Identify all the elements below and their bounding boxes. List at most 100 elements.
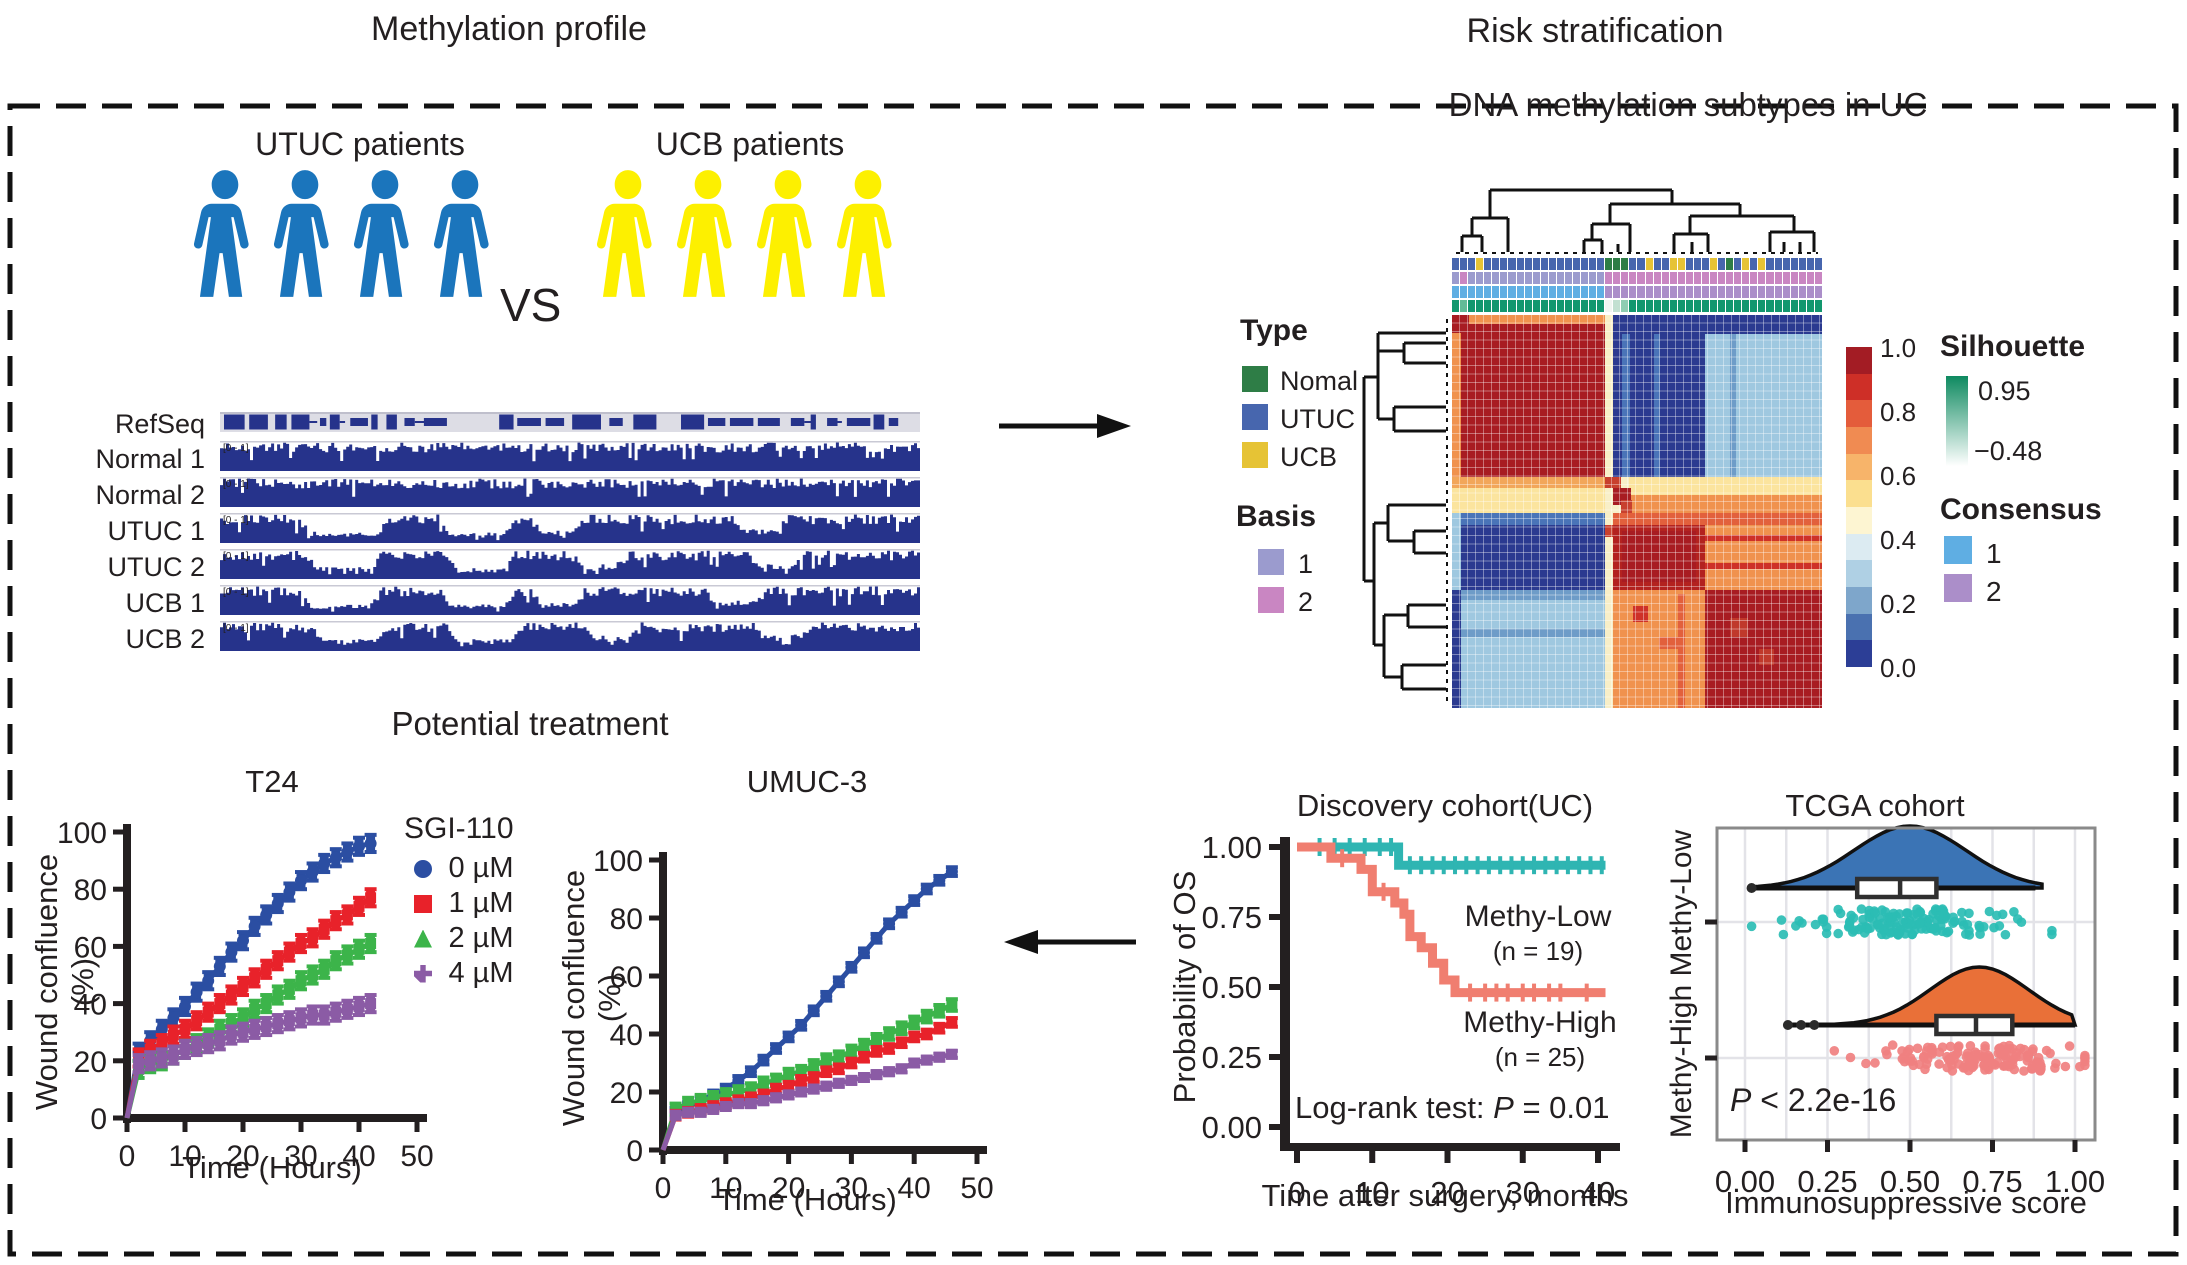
heatmap-annotation-cell [1589,272,1597,284]
heatmap-annotation-cell [1452,286,1460,298]
logrank-prefix: Log-rank test: [1295,1090,1494,1125]
heatmap-annotation-cell [1581,258,1589,270]
heatmap-annotation-cell [1637,300,1645,312]
km-ylabel: Probability of OS [1167,870,1202,1104]
heatmap-annotation-cell [1685,258,1693,270]
heatmap-annotation-cell [1782,272,1790,284]
heatmap-annotation-cell [1613,272,1621,284]
heatmap-annotation-cell [1798,258,1806,270]
section-title-methylation: Methylation profile [371,10,647,48]
km-methy-high-n: (n = 25) [1494,1042,1586,1072]
heatmap-annotation-cell [1806,258,1814,270]
svg-text:1.00: 1.00 [1202,830,1262,865]
heatmap-annotation-cell [1726,272,1734,284]
heatmap-annotation-cell [1540,258,1548,270]
heatmap-annotation-cell [1564,272,1572,284]
heatmap-annotation-cell [1701,258,1709,270]
svg-text:40: 40 [898,1172,931,1205]
heatmap-annotation-cell [1782,258,1790,270]
heatmap-annotation-cell [1774,286,1782,298]
heatmap-block [1460,629,1605,638]
t24-ylabel: Wound confluence (%) [29,853,100,1111]
heatmap-annotation-cell [1758,300,1766,312]
svg-text:[0 - 1]: [0 - 1] [223,479,249,490]
heatmap-annotation-cell [1524,286,1532,298]
heatmap-annotation-cell [1645,286,1653,298]
colorbar-segment [1846,533,1872,561]
svg-text:20: 20 [226,1140,259,1173]
heatmap-annotation-cell [1677,300,1685,312]
arrow-right-icon [999,414,1131,438]
silhouette-max-label: 0.95 [1978,376,2031,406]
pvalue-rest: < 2.2e-16 [1751,1082,1897,1118]
heatmap-annotation-cell [1597,286,1605,298]
heatmap-annotation-cell [1468,272,1476,284]
heatmap-annotation-cell [1742,300,1750,312]
consensus-legend-label-1: 1 [1986,538,2002,569]
heatmap-annotation-cell [1492,286,1500,298]
utuc-patients-label: UTUC patients [255,126,465,162]
heatmap-annotation-cell [1524,258,1532,270]
heatmap-block [1452,513,1461,590]
heatmap-annotation-cell [1758,258,1766,270]
heatmap-block [1460,513,1605,525]
heatmap-annotation-cell [1484,272,1492,284]
svg-text:80: 80 [610,903,643,936]
colorbar-label: 0.4 [1880,525,1917,555]
svg-text:0.25: 0.25 [1202,1040,1262,1075]
heatmap-annotation-cell [1669,258,1677,270]
heatmap-annotation-cell [1693,272,1701,284]
heatmap-annotation-cell [1621,286,1629,298]
heatmap-block [1653,333,1661,478]
heatmap-annotation-cell [1508,272,1516,284]
consensus-legend-swatch-1 [1944,536,1972,564]
t24-title: T24 [245,764,299,799]
heatmap-annotation-cell [1669,272,1677,284]
heatmap-block [1460,324,1605,478]
heatmap-annotation-cell [1621,258,1629,270]
heatmap-annotation-cell [1613,300,1621,312]
type-legend-label-ucb: UCB [1280,442,1338,472]
heatmap-annotation-cell [1806,272,1814,284]
genome-browser-tracks: [0 - 1] [0 - 1] [0 - 1] [0 - 1] [0 - 1] [0 - … [220,412,920,651]
heatmap-annotation-cell [1766,258,1774,270]
heatmap-annotation-cell [1572,258,1580,270]
heatmap-annotation-cell [1710,272,1718,284]
svg-text:0.50: 0.50 [1880,1164,1940,1199]
heatmap-annotation-cell [1629,286,1637,298]
heatmap-annotation-cell [1774,272,1782,284]
svg-text:80: 80 [74,874,107,907]
svg-text:0: 0 [119,1140,136,1173]
heatmap-annotation-cell [1452,300,1460,312]
heatmap-annotation-cell [1452,272,1460,284]
legend-item-1um: 1 µM [414,887,514,920]
svg-text:20: 20 [74,1046,107,1079]
basis-legend-swatch-2 [1258,587,1284,613]
svg-text:[0 - 1]: [0 - 1] [223,587,249,598]
heatmap-annotation-cell [1629,300,1637,312]
colorbar-segment [1846,400,1872,427]
heatmap-annotation-cell [1556,286,1564,298]
heatmap-annotation-cell [1540,286,1548,298]
consensus-legend-label-2: 2 [1986,576,2002,607]
svg-text:0: 0 [626,1135,643,1168]
track-label: UCB 2 [125,624,205,654]
heatmap-annotation-cell [1452,258,1460,270]
heatmap-annotation-cell [1484,300,1492,312]
heatmap-annotation-cell [1589,286,1597,298]
heatmap-colorbar [1846,347,1872,667]
svg-text:0.00: 0.00 [1202,1110,1262,1145]
heatmap-annotation-cell [1661,300,1669,312]
arrow-left-icon [1004,930,1136,954]
heatmap-annotation-cell [1637,272,1645,284]
colorbar-label: 0.8 [1880,397,1917,427]
heatmap-annotation-cell [1677,272,1685,284]
heatmap-block [1468,315,1605,325]
heatmap-annotation-cell [1693,286,1701,298]
legend-marker-1um [414,894,432,913]
heatmap-annotation-cell [1653,286,1661,298]
heatmap-annotation-cell [1806,286,1814,298]
svg-text:60: 60 [610,961,643,994]
svg-text:10: 10 [1355,1175,1389,1210]
